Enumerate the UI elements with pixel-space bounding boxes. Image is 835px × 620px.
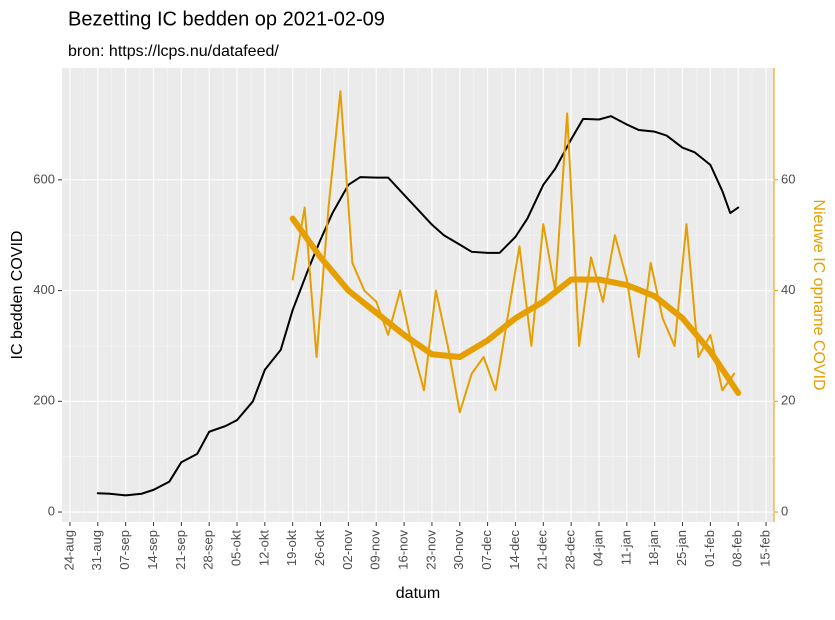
x-tick-label: 19-okt [284,530,299,567]
y2-axis-label: Nieuwe IC opname COVID [810,199,827,390]
chart-subtitle: bron: https://lcps.nu/datafeed/ [68,43,279,60]
x-tick-label: 31-aug [89,530,104,570]
x-tick-label: 04-jan [590,530,605,566]
data-line [96,115,740,497]
x-tick-label: 14-dec [507,530,522,570]
x-tick-label: 23-nov [423,530,438,570]
x-tick-label: 25-jan [674,530,689,566]
x-tick-label: 21-dec [535,530,550,570]
y-axis-label: IC bedden COVID [9,231,26,360]
y-tick-label: 200 [33,393,55,408]
x-axis-label: datum [396,585,440,602]
x-tick-label: 01-feb [702,530,717,567]
y2-tick-label: 20 [781,393,795,408]
x-tick-label: 08-feb [730,530,745,567]
y2-tick-label: 40 [781,282,795,297]
x-tick-label: 21-sep [173,530,188,570]
x-tick-label: 05-okt [228,530,243,567]
x-tick-label: 28-sep [201,530,216,570]
x-tick-label: 26-okt [312,530,327,567]
x-tick-label: 09-nov [368,530,383,570]
y2-tick-label: 60 [781,171,795,186]
x-tick-label: 15-feb [757,530,772,567]
x-tick-label: 12-okt [256,530,271,567]
data-line [289,215,742,396]
x-tick-label: 30-nov [451,530,466,570]
chart-title: Bezetting IC bedden op 2021-02-09 [68,8,385,30]
x-tick-label: 07-sep [117,530,132,570]
x-tick-label: 28-dec [563,530,578,570]
y-tick-label: 0 [48,503,55,518]
x-tick-label: 11-jan [618,530,633,565]
x-tick-label: 14-sep [145,530,160,570]
x-tick-label: 02-nov [340,530,355,570]
x-tick-label: 07-dec [479,530,494,570]
y-tick-label: 600 [33,171,55,186]
y-tick-label: 400 [33,282,55,297]
data-line [291,90,736,414]
x-tick-label: 16-nov [396,530,411,570]
y2-tick-label: 0 [781,503,788,518]
x-tick-label: 18-jan [646,530,661,566]
x-tick-label: 24-aug [61,530,76,570]
